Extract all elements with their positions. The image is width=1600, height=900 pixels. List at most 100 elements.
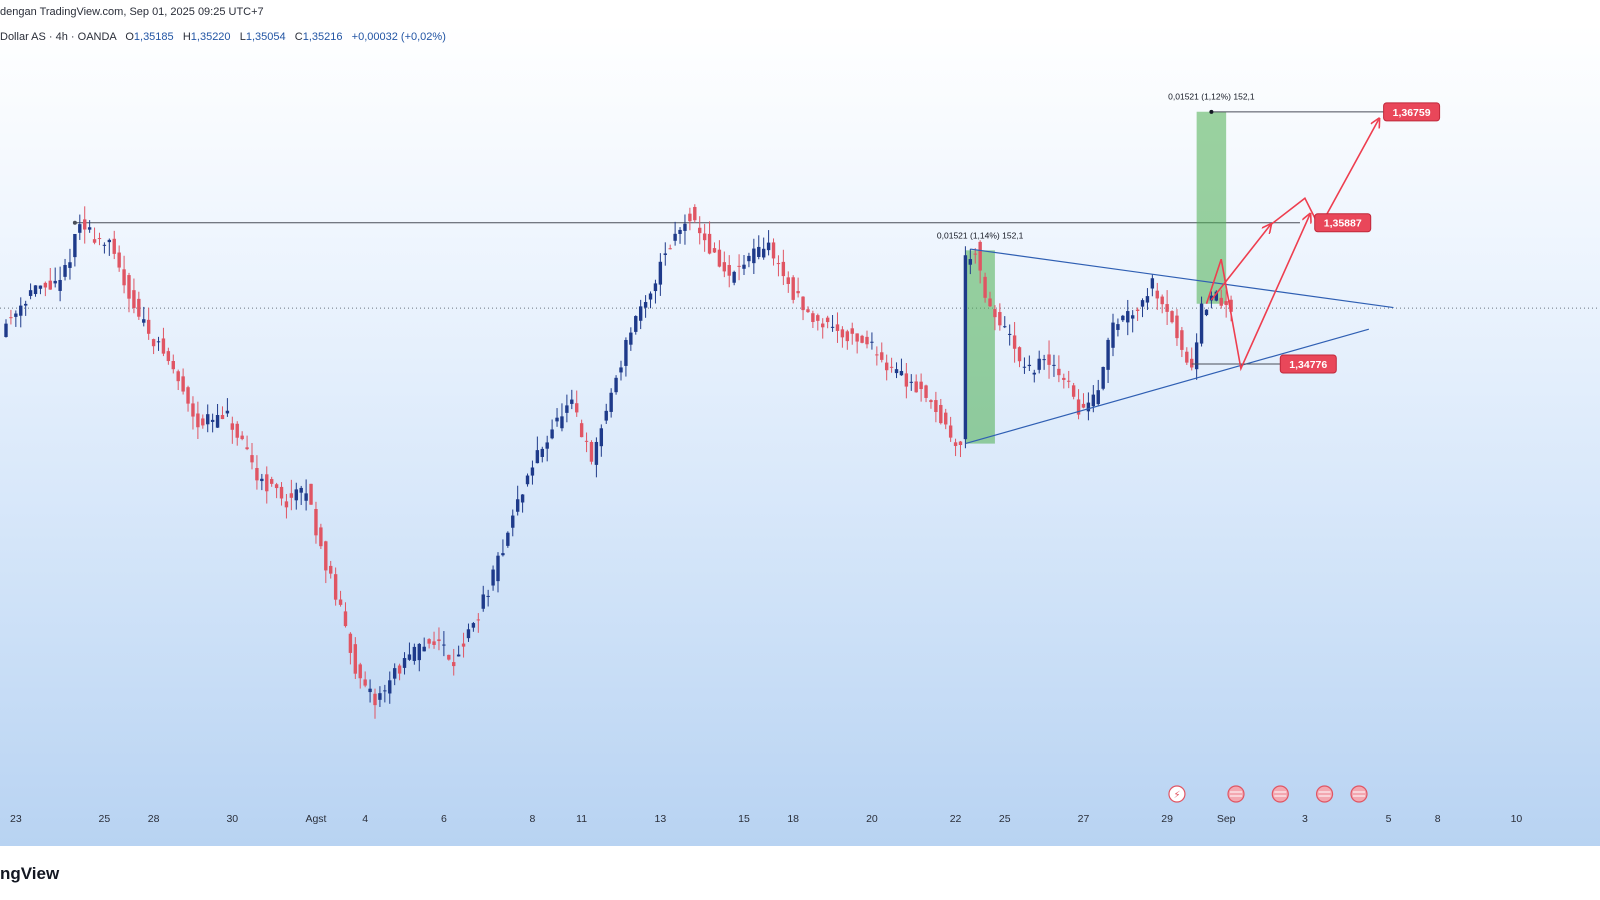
candle-body (304, 493, 308, 501)
candle-body (1190, 358, 1194, 368)
candle-body (919, 381, 923, 390)
candle-body (1140, 300, 1145, 307)
x-tick-label: 8 (530, 813, 536, 825)
chart-plot-area[interactable] (0, 24, 1600, 846)
candle-body (392, 668, 397, 679)
candle-body (23, 303, 28, 306)
price-label-box-1 (1314, 213, 1372, 233)
candle-body (427, 639, 431, 644)
candle-body (968, 259, 973, 265)
candle-body (1017, 347, 1022, 362)
candle-body (14, 313, 18, 317)
x-tick-label: 25 (999, 813, 1011, 825)
candle-body (1101, 366, 1105, 389)
change-value: +0,00032 (+0,02%) (351, 31, 446, 43)
candle-body (373, 693, 377, 706)
candle-body (604, 410, 608, 421)
open-value: 1,35185 (133, 31, 174, 43)
candle-body (97, 238, 102, 240)
close-value: 1,35216 (302, 31, 343, 43)
candle-body (112, 238, 116, 254)
measure-box-1 (1196, 111, 1227, 304)
us-flag-event-icon (1350, 785, 1368, 803)
candle-body (161, 338, 166, 354)
candle-body (648, 293, 653, 300)
candle-body (1012, 335, 1017, 349)
trendline-upper (970, 248, 1394, 309)
candle-body (821, 323, 825, 328)
candle-body (250, 455, 254, 463)
candle-body (998, 312, 1002, 326)
candle-body (171, 361, 175, 370)
candle-body (486, 595, 490, 597)
candle-body (343, 611, 348, 627)
candle-body (186, 387, 190, 404)
candle-body (87, 227, 92, 230)
us-flag-event-icon (1271, 785, 1289, 803)
candle-body (515, 499, 520, 512)
candle-body (683, 223, 687, 231)
candle-body (796, 291, 800, 294)
candle-body (1150, 278, 1155, 289)
candle-body (1062, 377, 1066, 380)
candle-body (1003, 326, 1007, 328)
candle-body (461, 643, 466, 647)
x-tick-label: 11 (576, 813, 587, 825)
candle-body (1229, 299, 1233, 312)
x-tick-label: 18 (787, 813, 799, 825)
candle-body (452, 662, 456, 667)
target-anchor-dot (1209, 109, 1214, 114)
candle-body (215, 415, 220, 428)
candle-body (742, 264, 746, 269)
candle-body (889, 366, 894, 368)
candle-body (417, 643, 421, 661)
candle-body (1042, 359, 1046, 361)
candle-body (599, 428, 604, 447)
us-flag-event-icon (1227, 785, 1245, 803)
x-tick-label: 25 (99, 813, 111, 825)
open-label: O (125, 31, 134, 43)
candle-body (53, 280, 57, 284)
candle-body (875, 354, 879, 356)
candle-body (1199, 303, 1204, 344)
candle-body (884, 362, 889, 371)
candle-body (693, 206, 697, 221)
candle-body (825, 317, 830, 323)
candle-body (752, 248, 756, 264)
candle-body (1219, 297, 1223, 306)
candle-body (953, 442, 958, 446)
high-value: 1,35220 (190, 31, 231, 43)
price-label-1: 1,35887 (1324, 218, 1362, 230)
candle-body (860, 335, 864, 343)
candle-body (973, 253, 977, 255)
lightning-event-icon (1168, 785, 1186, 803)
candlestick-chart[interactable]: 0,01521 (1,14%) 152,1 0,01521 (1,12%) 152… (0, 24, 1600, 846)
candle-body (142, 319, 146, 323)
candle-body (550, 429, 554, 439)
candle-body (850, 328, 854, 334)
candle-body (511, 515, 515, 528)
header-bar: dengan TradingView.com, Sep 01, 2025 09:… (0, 0, 1600, 25)
candle-body (727, 265, 731, 276)
candle-body (506, 532, 510, 546)
candle-body (122, 269, 126, 286)
candle-body (151, 339, 156, 347)
candle-body (63, 265, 67, 277)
candle-body (761, 248, 766, 258)
candle-body (1067, 380, 1071, 382)
candle-body (33, 285, 38, 295)
candle-body (939, 404, 943, 424)
candle-body (894, 369, 899, 374)
candle-body (260, 478, 264, 482)
candle-body (383, 690, 387, 692)
candle-body (781, 261, 786, 277)
candle-body (1214, 291, 1219, 301)
candle-body (388, 680, 392, 694)
candle-body (102, 244, 107, 246)
symbol-name: Dollar AS · 4h · OANDA (0, 31, 117, 43)
candle-body (988, 298, 992, 307)
x-tick-label: 5 (1386, 813, 1392, 825)
candle-body (437, 639, 441, 642)
candle-body (899, 370, 904, 376)
candle-body (269, 479, 274, 484)
